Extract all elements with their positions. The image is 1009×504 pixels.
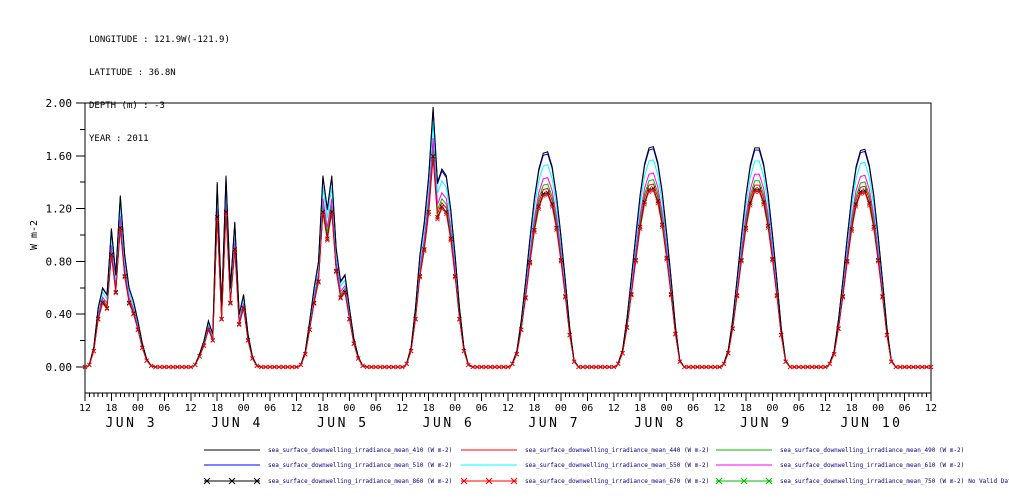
y-axis-title: W m-2: [29, 220, 40, 250]
legend-item: sea_surface_downwelling_irradiance_mean_…: [715, 445, 964, 455]
year-label: YEAR : 2011: [89, 134, 149, 144]
x-axis-tick-label: 12: [925, 403, 937, 414]
x-axis-tick-label: 18: [423, 403, 435, 414]
x-axis-tick-label: 00: [661, 403, 673, 414]
legend-item: sea_surface_downwelling_irradiance_mean_…: [203, 445, 452, 455]
x-axis-tick-label: 06: [158, 403, 170, 414]
legend-label: sea_surface_downwelling_irradiance_mean_…: [525, 461, 710, 469]
legend-label: sea_surface_downwelling_irradiance_mean_…: [268, 477, 453, 485]
x-axis-tick-label: 18: [528, 403, 540, 414]
x-axis-tick-label: 18: [317, 403, 329, 414]
y-axis-tick-label: 2.00: [46, 97, 73, 110]
x-axis-tick-label: 12: [290, 403, 302, 414]
legend-label: sea_surface_downwelling_irradiance_mean_…: [525, 446, 710, 454]
x-axis-day-label: JUN 7: [528, 416, 580, 431]
legend-no-data-note: No Valid Data: [968, 477, 1009, 485]
legend-line-sample: [715, 477, 773, 485]
y-axis-tick-label: 0.40: [46, 308, 73, 321]
legend-item: sea_surface_downwelling_irradiance_mean_…: [203, 476, 452, 486]
legend-label: sea_surface_downwelling_irradiance_mean_…: [268, 461, 453, 469]
x-axis-tick-label: 00: [872, 403, 884, 414]
x-axis-tick-label: 00: [132, 403, 144, 414]
legend-item: sea_surface_downwelling_irradiance_mean_…: [460, 445, 709, 455]
x-axis-day-label: JUN 8: [634, 416, 686, 431]
legend-item: sea_surface_downwelling_irradiance_mean_…: [460, 476, 709, 486]
x-axis-tick-label: 00: [766, 403, 778, 414]
x-axis-tick-label: 12: [396, 403, 408, 414]
x-axis-tick-label: 18: [846, 403, 858, 414]
x-axis-tick-label: 18: [634, 403, 646, 414]
plot-metadata-header: LONGITUDE : 121.9W(-121.9) LATITUDE : 36…: [89, 13, 230, 167]
y-axis-tick-label: 0.80: [46, 255, 73, 268]
legend-line-sample: [716, 449, 772, 451]
legend-line-sample: [460, 477, 518, 485]
depth-label: DEPTH (m) : -3: [89, 101, 165, 111]
y-axis-tick-label: 0.00: [46, 361, 73, 374]
x-axis-tick-label: 06: [476, 403, 488, 414]
legend-line-sample: [203, 477, 261, 485]
x-axis-day-label: JUN 10: [841, 416, 903, 431]
legend-line-sample: [204, 464, 260, 466]
y-axis-tick-label: 1.60: [46, 150, 73, 163]
legend-label: sea_surface_downwelling_irradiance_mean_…: [525, 477, 710, 485]
x-axis-tick-label: 18: [211, 403, 223, 414]
longitude-label: LONGITUDE : 121.9W(-121.9): [89, 35, 230, 45]
x-axis-tick-label: 12: [608, 403, 620, 414]
x-axis-tick-label: 06: [370, 403, 382, 414]
legend-label: sea_surface_downwelling_irradiance_mean_…: [780, 477, 965, 485]
x-axis-tick-label: 06: [793, 403, 805, 414]
x-axis-tick-label: 18: [105, 403, 117, 414]
legend-item: sea_surface_downwelling_irradiance_mean_…: [715, 476, 1009, 486]
legend-item: sea_surface_downwelling_irradiance_mean_…: [203, 460, 452, 470]
x-axis-tick-label: 12: [502, 403, 514, 414]
x-axis-tick-label: 00: [449, 403, 461, 414]
x-axis-tick-label: 06: [581, 403, 593, 414]
x-axis-day-label: JUN 5: [317, 416, 369, 431]
legend-line-sample: [461, 449, 517, 451]
latitude-label: LATITUDE : 36.8N: [89, 68, 176, 78]
x-axis-day-label: JUN 3: [105, 416, 157, 431]
x-axis-day-label: JUN 6: [423, 416, 475, 431]
legend-label: sea_surface_downwelling_irradiance_mean_…: [780, 461, 965, 469]
x-axis-tick-label: 06: [687, 403, 699, 414]
x-axis-tick-label: 00: [555, 403, 567, 414]
x-axis-tick-label: 00: [343, 403, 355, 414]
legend-label: sea_surface_downwelling_irradiance_mean_…: [268, 446, 453, 454]
x-axis-tick-label: 12: [185, 403, 197, 414]
x-axis-tick-label: 12: [713, 403, 725, 414]
x-axis-day-label: JUN 4: [211, 416, 263, 431]
x-axis-tick-label: 18: [740, 403, 752, 414]
legend-item: sea_surface_downwelling_irradiance_mean_…: [460, 460, 709, 470]
legend-item: sea_surface_downwelling_irradiance_mean_…: [715, 460, 964, 470]
x-axis-tick-label: 12: [819, 403, 831, 414]
x-axis-tick-label: 06: [264, 403, 276, 414]
legend-line-sample: [716, 464, 772, 466]
legend-line-sample: [204, 449, 260, 451]
series-markers-70: [82, 156, 934, 370]
y-axis-tick-label: 1.20: [46, 203, 73, 216]
x-axis-day-label: JUN 9: [740, 416, 792, 431]
x-axis-tick-label: 06: [899, 403, 911, 414]
legend-line-sample: [461, 464, 517, 466]
x-axis-tick-label: 00: [238, 403, 250, 414]
x-axis-tick-label: 12: [79, 403, 91, 414]
legend-label: sea_surface_downwelling_irradiance_mean_…: [780, 446, 965, 454]
